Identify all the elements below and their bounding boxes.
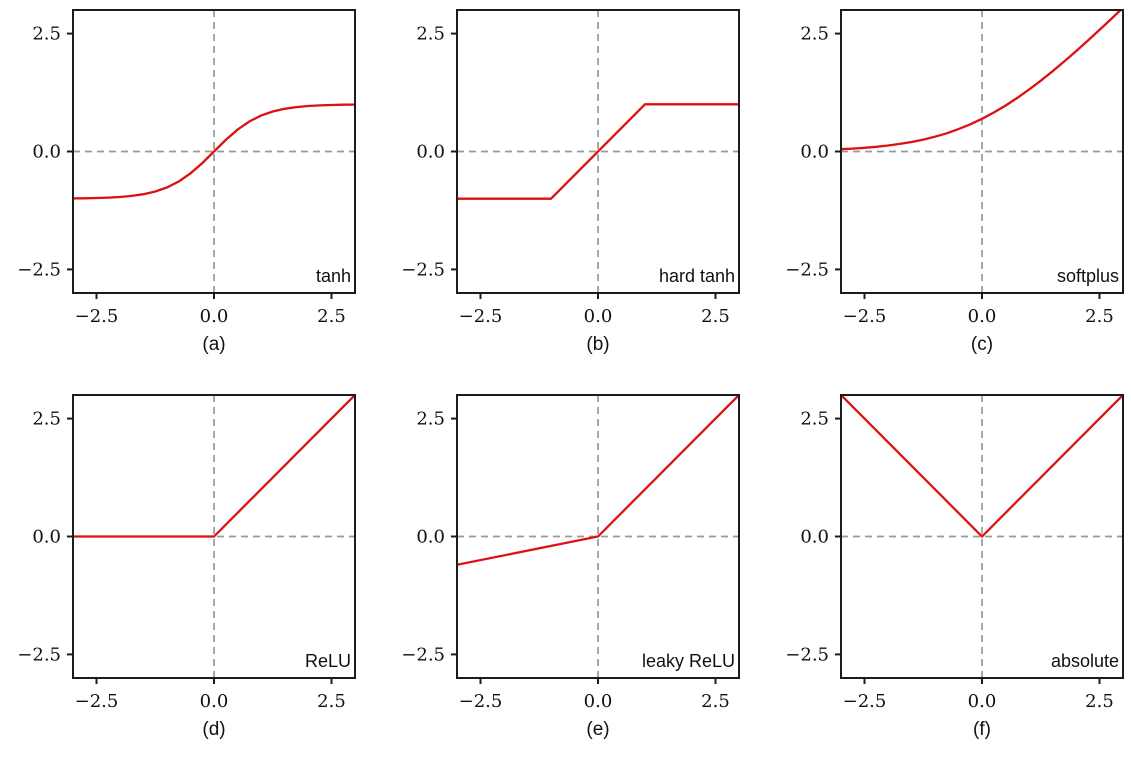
y-tick-label: 2.5 [416, 24, 445, 45]
x-tick-label: 0.0 [200, 691, 229, 712]
curve-softplus [841, 10, 1123, 151]
x-tick-label: 2.5 [701, 306, 730, 327]
y-tick-label: −2.5 [401, 259, 445, 280]
curve-tanh [73, 103, 355, 200]
plot-canvas-absolute: −2.5 0.0 2.5 2.5 0.0 −2.5 [771, 385, 1129, 758]
y-tick-label: 0.0 [32, 527, 61, 548]
x-tick-label: 0.0 [968, 306, 997, 327]
subplot-softplus: −2.5 0.0 2.5 2.5 0.0 −2.5 softplus (c) [771, 0, 1129, 373]
plot-svg-hard-tanh: −2.5 0.0 2.5 2.5 0.0 −2.5 [401, 9, 740, 327]
curve-leaky-ReLU [457, 395, 739, 566]
plot-canvas-softplus: −2.5 0.0 2.5 2.5 0.0 −2.5 [771, 0, 1129, 373]
y-tick-label: −2.5 [785, 644, 829, 665]
plot-svg-leaky-ReLU: −2.5 0.0 2.5 2.5 0.0 −2.5 [401, 394, 740, 712]
curve-hard-tanh [457, 103, 739, 200]
x-tick-label: −2.5 [75, 306, 119, 327]
subplot-caption-e: (e) [586, 719, 610, 740]
y-tick-label: −2.5 [17, 644, 61, 665]
y-tick-label: 2.5 [800, 409, 829, 430]
subplot-caption-d: (d) [202, 719, 226, 740]
subplot-caption-a: (a) [202, 334, 226, 355]
subplot-tanh: −2.5 0.0 2.5 2.5 0.0 −2.5 tanh (a) [3, 0, 361, 373]
x-tick-label: 0.0 [200, 306, 229, 327]
plot-svg-softplus: −2.5 0.0 2.5 2.5 0.0 −2.5 [785, 9, 1124, 327]
function-label-relu: ReLU [304, 651, 351, 671]
x-tick-label: −2.5 [843, 691, 887, 712]
x-tick-label: 2.5 [317, 306, 346, 327]
curve-absolute [841, 395, 1123, 539]
x-tick-label: 2.5 [317, 691, 346, 712]
plot-canvas-tanh: −2.5 0.0 2.5 2.5 0.0 −2.5 [3, 0, 361, 373]
y-tick-label: 0.0 [800, 142, 829, 163]
subplot-absolute: −2.5 0.0 2.5 2.5 0.0 −2.5 absolute (f) [771, 385, 1129, 758]
y-tick-label: 0.0 [416, 527, 445, 548]
subplot-leaky-relu: −2.5 0.0 2.5 2.5 0.0 −2.5 leaky ReLU (e) [387, 385, 745, 758]
y-tick-label: −2.5 [785, 259, 829, 280]
function-label-hard-tanh: hard tanh [658, 266, 735, 286]
y-tick-label: 2.5 [32, 409, 61, 430]
curve-ReLU [73, 395, 355, 538]
x-tick-label: −2.5 [459, 306, 503, 327]
x-tick-label: 2.5 [1085, 306, 1114, 327]
plot-svg-ReLU: −2.5 0.0 2.5 2.5 0.0 −2.5 [17, 394, 356, 712]
y-tick-label: 2.5 [32, 24, 61, 45]
x-tick-label: 0.0 [968, 691, 997, 712]
x-tick-label: −2.5 [459, 691, 503, 712]
plot-canvas-hard-tanh: −2.5 0.0 2.5 2.5 0.0 −2.5 [387, 0, 745, 373]
subplot-caption-c: (c) [970, 334, 994, 355]
x-tick-label: −2.5 [843, 306, 887, 327]
plot-canvas-leaky-relu: −2.5 0.0 2.5 2.5 0.0 −2.5 [387, 385, 745, 758]
x-tick-label: 0.0 [584, 691, 613, 712]
x-tick-label: 2.5 [1085, 691, 1114, 712]
y-tick-label: 0.0 [800, 527, 829, 548]
subplot-hard-tanh: −2.5 0.0 2.5 2.5 0.0 −2.5 hard tanh (b) [387, 0, 745, 373]
plot-svg-absolute: −2.5 0.0 2.5 2.5 0.0 −2.5 [785, 394, 1124, 712]
y-tick-label: 2.5 [416, 409, 445, 430]
subplot-relu: −2.5 0.0 2.5 2.5 0.0 −2.5 ReLU (d) [3, 385, 361, 758]
y-tick-label: 0.0 [32, 142, 61, 163]
function-label-tanh: tanh [315, 266, 351, 286]
subplot-caption-b: (b) [586, 334, 610, 355]
function-label-softplus: softplus [1056, 266, 1119, 286]
function-label-leaky-relu: leaky ReLU [641, 651, 735, 671]
plot-canvas-relu: −2.5 0.0 2.5 2.5 0.0 −2.5 [3, 385, 361, 758]
x-tick-label: 0.0 [584, 306, 613, 327]
y-tick-label: −2.5 [401, 644, 445, 665]
x-tick-label: 2.5 [701, 691, 730, 712]
plot-svg-tanh: −2.5 0.0 2.5 2.5 0.0 −2.5 [17, 9, 356, 327]
y-tick-label: 2.5 [800, 24, 829, 45]
function-label-absolute: absolute [1050, 651, 1119, 671]
y-tick-label: −2.5 [17, 259, 61, 280]
subplot-caption-f: (f) [973, 719, 991, 740]
y-tick-label: 0.0 [416, 142, 445, 163]
x-tick-label: −2.5 [75, 691, 119, 712]
